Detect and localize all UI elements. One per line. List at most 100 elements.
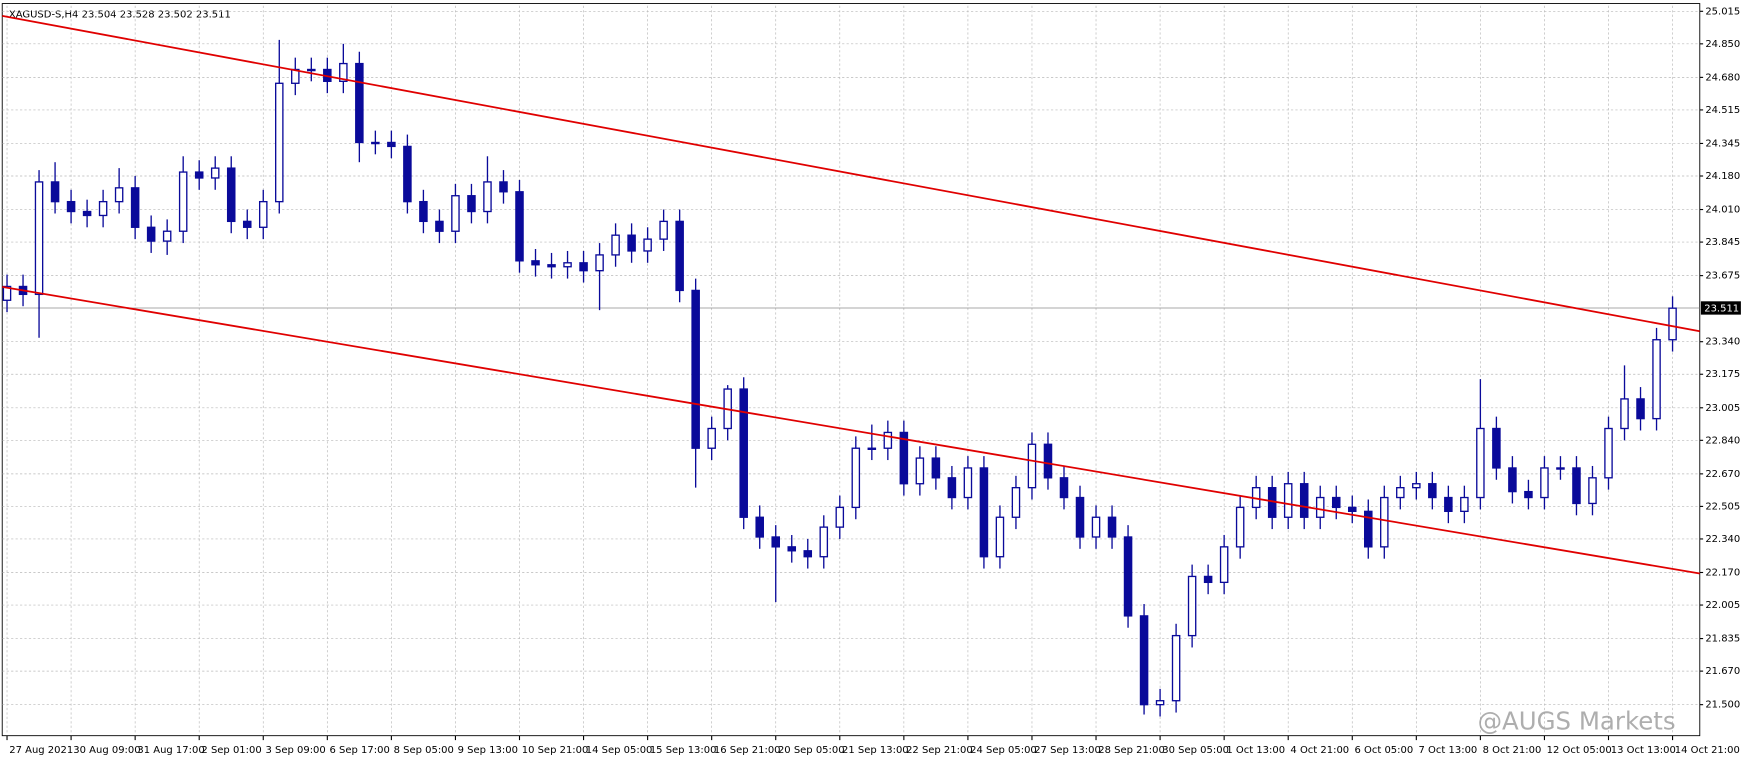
- candle-body: [1011, 487, 1021, 518]
- price-label: 23.511: [1704, 304, 1739, 315]
- y-tick-label: 22.505: [1705, 501, 1740, 512]
- candle-body: [739, 388, 748, 518]
- candle-body: [963, 467, 973, 499]
- candle-body: [531, 260, 540, 266]
- x-tick-label: 6 Sep 17:00: [330, 745, 390, 756]
- y-tick-label: 23.005: [1705, 403, 1740, 414]
- x-tick-label: 28 Sep 21:00: [1098, 745, 1165, 756]
- candle-body: [483, 181, 492, 213]
- y-tick-label: 24.515: [1705, 105, 1740, 116]
- candle-body: [130, 187, 140, 228]
- y-tick-label: 24.850: [1705, 39, 1740, 50]
- x-tick-label: 4 Oct 21:00: [1290, 745, 1349, 756]
- y-tick-label: 24.180: [1705, 171, 1740, 182]
- candle-body: [1572, 467, 1581, 505]
- candle-body: [114, 187, 124, 203]
- y-tick-label: 25.015: [1705, 6, 1740, 17]
- x-tick-label: 6 Oct 05:00: [1354, 745, 1413, 756]
- trendline: [2, 14, 1700, 333]
- x-tick-label: 20 Sep 05:00: [778, 745, 845, 756]
- candle-body: [1315, 496, 1325, 518]
- candle-body: [787, 546, 797, 552]
- x-tick-label: 21 Sep 13:00: [842, 745, 909, 756]
- candle-body: [210, 167, 220, 179]
- candle-body: [515, 191, 524, 262]
- candle-body: [194, 171, 204, 179]
- candle-body: [1380, 496, 1389, 548]
- candle-body: [803, 550, 813, 558]
- x-tick-label: 7 Oct 13:00: [1419, 745, 1478, 756]
- candle-body: [659, 220, 668, 240]
- candle-body: [1668, 307, 1677, 341]
- candle-body: [339, 62, 348, 82]
- x-tick-label: 30 Aug 09:00: [73, 745, 140, 756]
- candle-body: [931, 457, 941, 479]
- y-tick-label: 22.340: [1705, 534, 1740, 545]
- candle-body: [1027, 443, 1037, 489]
- candle-body: [435, 220, 444, 232]
- candle-body: [307, 68, 316, 72]
- candle-body: [771, 536, 781, 548]
- candle-body: [643, 238, 652, 252]
- candle-body: [1139, 615, 1149, 706]
- x-tick-label: 27 Sep 13:00: [1034, 745, 1101, 756]
- y-tick-label: 23.845: [1705, 237, 1740, 248]
- candle-body: [1524, 490, 1533, 499]
- candle-body: [467, 195, 476, 213]
- candle-body: [835, 506, 845, 528]
- candle-body: [563, 262, 572, 268]
- candle-body: [1556, 467, 1565, 470]
- candle-body: [947, 477, 957, 499]
- watermark: @AUGS Markets: [1478, 706, 1676, 735]
- candle-body: [1123, 536, 1133, 617]
- candle-body: [1155, 700, 1165, 706]
- x-tick-label: 15 Sep 13:00: [650, 745, 717, 756]
- candle-body: [579, 262, 588, 272]
- candle-body: [1171, 634, 1181, 702]
- y-tick-label: 22.170: [1705, 567, 1740, 578]
- x-tick-label: 13 Oct 13:00: [1611, 745, 1676, 756]
- candle-body: [627, 234, 636, 252]
- candle-body: [1107, 516, 1117, 538]
- y-tick-label: 21.835: [1705, 634, 1740, 645]
- candle-body: [1588, 477, 1597, 505]
- candle-body: [1540, 467, 1549, 499]
- candle-body: [178, 171, 188, 232]
- x-tick-label: 22 Sep 21:00: [906, 745, 973, 756]
- y-tick-label: 23.675: [1705, 271, 1740, 282]
- y-tick-label: 21.500: [1705, 700, 1740, 711]
- y-tick-label: 24.680: [1705, 72, 1740, 83]
- candle-body: [371, 141, 380, 145]
- candle-body: [1187, 575, 1197, 637]
- candle-body: [1283, 483, 1293, 518]
- x-tick-label: 30 Sep 05:00: [1162, 745, 1229, 756]
- candle-body: [499, 181, 508, 193]
- candle-body: [867, 447, 877, 450]
- candle-body: [355, 62, 364, 144]
- candle-body: [595, 254, 604, 272]
- x-tick-label: 27 Aug 2021: [9, 745, 73, 756]
- candle-body: [547, 264, 556, 268]
- candle-body: [915, 457, 925, 485]
- candle-body: [1091, 516, 1101, 538]
- candle-body: [1075, 496, 1085, 538]
- x-tick-label: 16 Sep 21:00: [714, 745, 781, 756]
- candle-body: [146, 226, 156, 242]
- candle-body: [1492, 427, 1501, 469]
- candle-body: [883, 431, 893, 449]
- x-tick-label: 1 Oct 13:00: [1226, 745, 1285, 756]
- candle-body: [2, 285, 12, 301]
- x-tick-label: 31 Aug 17:00: [137, 745, 204, 756]
- candle-body: [34, 181, 44, 296]
- candle-body: [66, 200, 76, 213]
- candle-body: [611, 234, 620, 256]
- candle-body: [1059, 477, 1069, 499]
- price-label-bg: [1700, 301, 1741, 315]
- candle-body: [387, 141, 396, 148]
- y-tick-label: 22.670: [1705, 469, 1740, 480]
- candle-body: [242, 220, 252, 228]
- plot-frame: [1, 3, 1701, 737]
- x-tick-label: 10 Sep 21:00: [522, 745, 589, 756]
